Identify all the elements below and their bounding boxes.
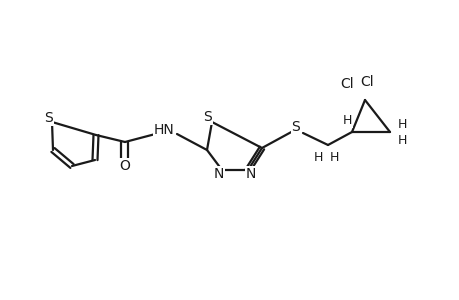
Text: S: S [45, 111, 53, 125]
Text: HN: HN [153, 123, 174, 137]
Text: S: S [291, 120, 300, 134]
Text: H: H [397, 134, 406, 146]
Text: H: H [341, 113, 351, 127]
Text: H: H [329, 151, 338, 164]
Text: H: H [397, 118, 406, 130]
Text: N: N [245, 167, 256, 181]
Text: Cl: Cl [359, 75, 373, 89]
Text: H: H [313, 151, 322, 164]
Text: O: O [119, 159, 130, 173]
Text: N: N [213, 167, 224, 181]
Text: Cl: Cl [340, 77, 353, 91]
Text: S: S [203, 110, 212, 124]
